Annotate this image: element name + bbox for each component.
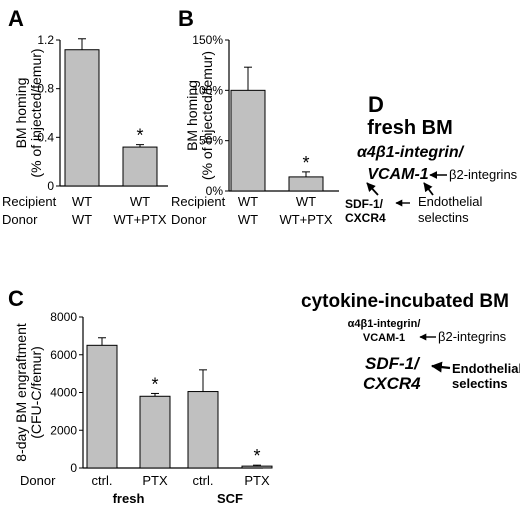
diagram-fresh-bm: fresh BM α4β1-integrin/ VCAM-1 β2-integr… xyxy=(345,117,518,225)
x-category-label: PTX xyxy=(244,473,270,488)
x-group-label: fresh xyxy=(113,491,145,506)
x-row-label: Donor xyxy=(20,473,56,488)
y-tick-label: 0 xyxy=(70,461,77,475)
y-tick-label: 0% xyxy=(206,184,224,198)
bar xyxy=(122,146,158,187)
y-tick-label: 0.8 xyxy=(37,82,54,96)
chart-panel-a: 0 0.4 0.8 1.2 BM homing (% of injected/femur)… xyxy=(2,33,168,227)
y-tick-label: 100% xyxy=(192,83,223,97)
significance-star: * xyxy=(151,374,158,394)
donor-label: WT xyxy=(238,212,258,227)
y-axis-label: BM homing xyxy=(13,78,29,149)
bar xyxy=(86,344,118,469)
cyto-cxcr4-label: CXCR4 xyxy=(363,374,421,393)
bar xyxy=(64,49,100,187)
cyto-integrin-label: α4β1-integrin/ xyxy=(348,318,421,330)
cyto-endothelial-label: Endothelial xyxy=(452,361,520,376)
y-tick-label: 4000 xyxy=(50,386,77,400)
chart-panel-b: 0% 50% 100% 150% BM homing (% of injected/fem… xyxy=(171,33,339,227)
donor-label: WT xyxy=(72,212,92,227)
panel-label-b: B xyxy=(178,6,194,31)
y-axis-label: (% of injected/femur) xyxy=(28,48,44,177)
chart-panel-c: 0 2000 4000 6000 8000 8-day BM engraftment (CF… xyxy=(13,310,273,506)
significance-star: * xyxy=(136,126,143,146)
donor-label: WT+PTX xyxy=(279,212,332,227)
x-category-label: ctrl. xyxy=(92,473,113,488)
bar xyxy=(241,465,273,469)
bar xyxy=(230,89,266,192)
y-tick-label: 0.4 xyxy=(37,130,54,144)
y-tick-label: 6000 xyxy=(50,348,77,362)
fresh-sdf-label: SDF-1/ xyxy=(345,197,384,211)
y-tick-label: 2000 xyxy=(50,423,77,437)
y-axis-label: 8-day BM engraftment xyxy=(13,323,29,462)
cytokine-bm-title: cytokine-incubated BM xyxy=(301,291,509,312)
y-tick-label: 50% xyxy=(199,134,223,148)
fresh-vcam-label: VCAM-1 xyxy=(367,166,428,183)
fresh-endo-arrow xyxy=(423,182,434,196)
bar xyxy=(139,395,171,469)
fresh-integrin-label: α4β1-integrin/ xyxy=(357,144,465,161)
cyto-selectins-label: selectins xyxy=(452,376,508,391)
y-tick-label: 1.2 xyxy=(37,33,54,47)
cyto-b2-integrins-label: β2-integrins xyxy=(438,329,507,344)
recipient-label: WT xyxy=(238,194,258,209)
recipient-label: WT xyxy=(130,194,150,209)
significance-star: * xyxy=(253,446,260,466)
y-axis-label: (CFU-C/femur) xyxy=(28,346,44,439)
donor-row-label: Donor xyxy=(171,212,207,227)
cyto-endo-arrow xyxy=(430,361,451,373)
x-category-label: PTX xyxy=(142,473,168,488)
panel-label-a: A xyxy=(8,6,24,31)
recipient-label: WT xyxy=(72,194,92,209)
panel-label-c: C xyxy=(8,286,24,311)
y-axis-label: BM homing xyxy=(184,80,200,151)
y-tick-label: 8000 xyxy=(50,310,77,324)
diagram-cytokine-bm: cytokine-incubated BM α4β1-integrin/ VCA… xyxy=(301,291,520,393)
recipient-row-label: Recipient xyxy=(2,194,57,209)
cyto-vcam-label: VCAM-1 xyxy=(363,332,405,344)
fresh-bm-title: fresh BM xyxy=(367,117,453,139)
donor-row-label: Donor xyxy=(2,212,38,227)
cyto-sdf-label: SDF-1/ xyxy=(365,354,421,373)
fresh-cxcr4-label: CXCR4 xyxy=(345,211,386,225)
fresh-sdf-arrow xyxy=(366,182,379,196)
x-group-label: SCF xyxy=(217,491,243,506)
y-tick-label: 150% xyxy=(192,33,223,47)
y-tick-label: 0 xyxy=(47,179,54,193)
panel-label-d: D xyxy=(368,92,384,117)
y-axis-label: (% of injected/femur) xyxy=(199,51,215,180)
recipient-row-label: Recipient xyxy=(171,194,226,209)
donor-label: WT+PTX xyxy=(113,212,166,227)
fresh-b2-integrins-label: β2-integrins xyxy=(449,167,518,182)
significance-star: * xyxy=(302,153,309,173)
bar xyxy=(288,176,324,192)
fresh-endothelial-label: Endothelial xyxy=(418,194,482,209)
x-category-label: ctrl. xyxy=(193,473,214,488)
bar xyxy=(187,391,219,469)
fresh-selectins-label: selectins xyxy=(418,210,469,225)
recipient-label: WT xyxy=(296,194,316,209)
